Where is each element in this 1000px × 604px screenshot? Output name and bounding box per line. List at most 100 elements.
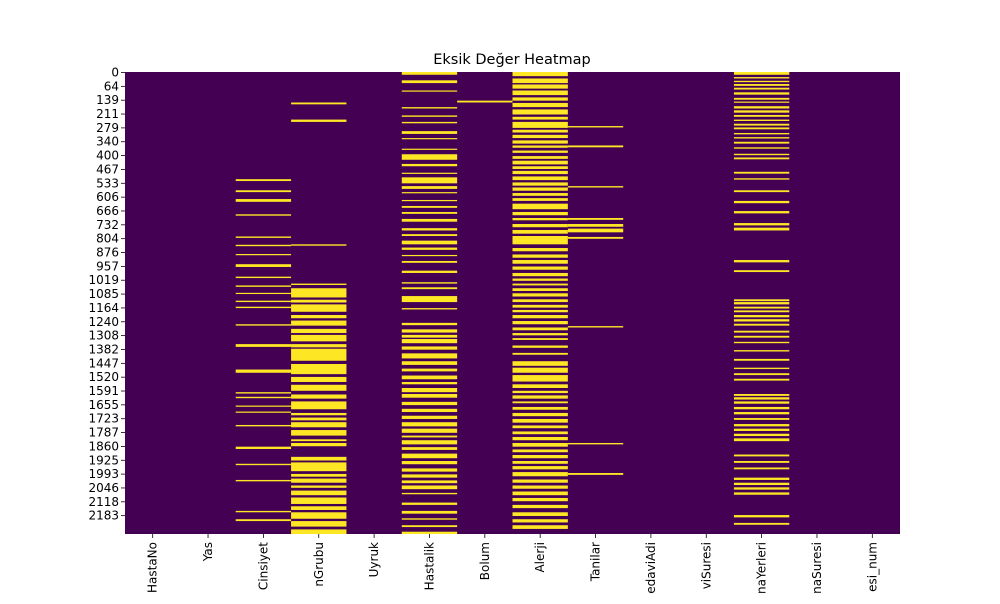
missing-band-Cinsiyet-6 bbox=[235, 254, 292, 256]
missing-band-UygulamaYerleri-60 bbox=[733, 492, 790, 495]
missing-band-Alerji-73 bbox=[512, 519, 568, 523]
missing-band-KanGrubu-15 bbox=[291, 384, 347, 391]
missing-band-KronikHastalik-5 bbox=[401, 121, 458, 124]
missing-band-Alerji-40 bbox=[512, 309, 568, 313]
missing-band-UygulamaYerleri-34 bbox=[733, 319, 790, 322]
missing-band-KanGrubu-14 bbox=[291, 376, 347, 383]
missing-band-Alerji-54 bbox=[512, 401, 568, 404]
missing-band-Tanilar-9 bbox=[567, 473, 624, 475]
missing-band-UygulamaYerleri-24 bbox=[733, 211, 790, 214]
missing-band-KanGrubu-25 bbox=[291, 462, 347, 472]
missing-band-UygulamaYerleri-10 bbox=[733, 114, 790, 117]
missing-band-UygulamaYerleri-38 bbox=[733, 341, 790, 344]
missing-band-UygulamaYerleri-0 bbox=[733, 72, 790, 75]
y-tick-label: 340 bbox=[96, 135, 119, 149]
missing-band-KanGrubu-30 bbox=[291, 497, 347, 504]
missing-band-KronikHastalik-14 bbox=[401, 192, 458, 194]
missing-band-KanGrubu-17 bbox=[291, 401, 347, 410]
missing-band-Alerji-66 bbox=[512, 472, 568, 477]
missing-band-Alerji-45 bbox=[512, 338, 568, 340]
x-tick-label: HastaNo bbox=[146, 542, 160, 593]
y-tick-label: 1308 bbox=[88, 329, 119, 343]
missing-band-KronikHastalik-61 bbox=[401, 531, 458, 534]
missing-band-KanGrubu-11 bbox=[291, 344, 347, 348]
missing-band-Alerji-58 bbox=[512, 425, 568, 429]
missing-band-KronikHastalik-2 bbox=[401, 90, 458, 92]
missing-band-Alerji-17 bbox=[512, 170, 568, 175]
y-tick-label: 1655 bbox=[88, 398, 119, 412]
x-tick-label: viSuresi bbox=[699, 542, 713, 589]
y-tick-label: 139 bbox=[96, 93, 119, 107]
missing-band-Tanilar-7 bbox=[567, 326, 624, 328]
missing-band-Alerji-62 bbox=[512, 449, 568, 453]
missing-band-KanGrubu-5 bbox=[291, 299, 347, 303]
missing-band-KronikHastalik-25 bbox=[401, 270, 458, 273]
missing-band-UygulamaYerleri-17 bbox=[733, 147, 790, 149]
missing-band-KronikHastalik-44 bbox=[401, 415, 458, 419]
missing-band-KanGrubu-12 bbox=[291, 348, 347, 361]
missing-band-UygulamaYerleri-37 bbox=[733, 335, 790, 338]
missing-band-KronikHastalik-45 bbox=[401, 422, 458, 427]
missing-band-Cinsiyet-15 bbox=[235, 369, 292, 373]
missing-band-UygulamaYerleri-43 bbox=[733, 378, 790, 381]
y-tick-label: 1993 bbox=[88, 467, 119, 481]
missing-band-KanGrubu-20 bbox=[291, 422, 347, 428]
x-tick-label: Alerji bbox=[533, 542, 547, 573]
missing-band-KanGrubu-21 bbox=[291, 430, 347, 436]
missing-band-KronikHastalik-6 bbox=[401, 131, 458, 134]
missing-band-Cinsiyet-24 bbox=[235, 510, 292, 513]
missing-band-UygulamaYerleri-30 bbox=[733, 302, 790, 305]
missing-band-Alerji-69 bbox=[512, 491, 568, 496]
missing-band-Alerji-48 bbox=[512, 361, 568, 366]
missing-band-Cinsiyet-2 bbox=[235, 199, 292, 202]
y-tick-label: 666 bbox=[96, 204, 119, 218]
missing-band-Cinsiyet-18 bbox=[235, 405, 292, 407]
missing-band-Cinsiyet-19 bbox=[235, 411, 292, 413]
missing-band-KanGrubu-9 bbox=[291, 328, 347, 334]
missing-band-KronikHastalik-32 bbox=[401, 334, 458, 338]
missing-band-KanGrubu-24 bbox=[291, 456, 347, 461]
missing-band-KronikHastalik-46 bbox=[401, 428, 458, 433]
missing-band-Cinsiyet-8 bbox=[235, 276, 292, 279]
missing-band-UygulamaYerleri-46 bbox=[733, 401, 790, 404]
missing-band-UygulamaYerleri-59 bbox=[733, 487, 790, 490]
missing-band-KronikHastalik-42 bbox=[401, 401, 458, 406]
missing-band-Alerji-43 bbox=[512, 327, 568, 331]
missing-band-KanGrubu-34 bbox=[291, 529, 347, 534]
missing-band-Cinsiyet-14 bbox=[235, 344, 292, 347]
x-tick-label: nGrubu bbox=[312, 542, 326, 587]
missing-band-KanGrubu-19 bbox=[291, 417, 347, 421]
missing-band-KronikHastalik-52 bbox=[401, 468, 458, 472]
y-tick-label: 1860 bbox=[88, 439, 119, 453]
y-tick-label: 1520 bbox=[88, 370, 119, 384]
missing-band-UygulamaYerleri-31 bbox=[733, 306, 790, 309]
x-tick-label: esi_num bbox=[865, 542, 879, 592]
missing-band-KronikHastalik-54 bbox=[401, 480, 458, 484]
missing-band-Alerji-74 bbox=[512, 525, 568, 529]
x-tick-label: Cinsiyet bbox=[256, 542, 270, 590]
missing-band-Alerji-37 bbox=[512, 293, 568, 297]
missing-band-KronikHastalik-20 bbox=[401, 234, 458, 237]
missing-band-UygulamaYerleri-52 bbox=[733, 433, 790, 437]
missing-band-Alerji-65 bbox=[512, 466, 568, 470]
y-tick-label: 0 bbox=[111, 66, 119, 80]
missing-band-Alerji-10 bbox=[512, 134, 568, 139]
missing-band-KronikHastalik-39 bbox=[401, 382, 458, 385]
missing-band-Cinsiyet-20 bbox=[235, 424, 292, 427]
missing-band-Alerji-56 bbox=[512, 412, 568, 417]
missing-band-UygulamaYerleri-40 bbox=[733, 358, 790, 361]
y-tick-label: 1447 bbox=[88, 356, 119, 370]
missing-band-UygulamaYerleri-25 bbox=[733, 223, 790, 226]
missing-band-KronikHastalik-16 bbox=[401, 205, 458, 208]
missing-band-KanGrubu-7 bbox=[291, 315, 347, 319]
missing-band-KronikHastalik-13 bbox=[401, 186, 458, 189]
missing-band-Alerji-47 bbox=[512, 352, 568, 355]
missing-band-UygulamaYerleri-22 bbox=[733, 190, 790, 193]
missing-band-KronikHastalik-34 bbox=[401, 346, 458, 350]
missing-band-Alerji-34 bbox=[512, 278, 568, 281]
y-tick-label: 1591 bbox=[88, 384, 119, 398]
missing-band-UygulamaYerleri-26 bbox=[733, 227, 790, 231]
missing-band-Alerji-64 bbox=[512, 461, 568, 464]
missing-band-UygulamaYerleri-15 bbox=[733, 137, 790, 139]
missing-band-KronikHastalik-31 bbox=[401, 329, 458, 333]
